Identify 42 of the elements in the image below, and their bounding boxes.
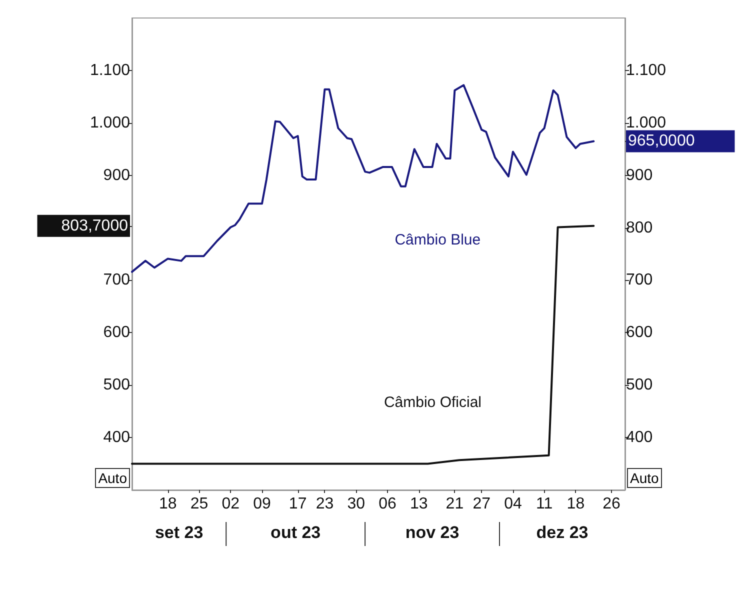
x-tick-label: 23	[316, 496, 334, 512]
text: set 23	[154, 523, 204, 542]
x-tick-label: 18	[158, 496, 177, 512]
y-tick-label: 1.000	[90, 114, 130, 132]
x-tick-label: 02	[222, 496, 240, 512]
text: Câmbio Blue	[394, 231, 481, 248]
text: dez 23	[536, 523, 588, 542]
y2-tick-label: 1.000	[626, 114, 666, 132]
x-tick-label: 04	[504, 496, 522, 512]
y2-tick-label: 965,0000	[628, 132, 695, 150]
x-tick-label: 26	[602, 496, 621, 512]
x-tick-label: 30	[347, 496, 366, 512]
y-tick-label: 600	[103, 324, 130, 342]
y2-tick-label: 800	[626, 219, 653, 236]
y2-tick-label: 400	[626, 429, 653, 446]
x-tick-label: 18	[566, 496, 585, 512]
y-tick-label: 400	[103, 429, 130, 446]
x-tick-label: 27	[472, 496, 491, 512]
y-tick-label: 1.100	[90, 62, 130, 79]
x-tick-label: 25	[190, 496, 208, 512]
line-series	[131, 224, 595, 465]
y2-tick-label: 500	[626, 376, 653, 394]
y2-tick-label: 900	[626, 166, 653, 184]
text: out 23	[270, 523, 321, 542]
y-tick-label: 700	[103, 272, 130, 289]
auto-button[interactable]: Auto	[627, 468, 662, 488]
x-tick-label: 06	[378, 496, 396, 512]
x-tick-label: 17	[288, 496, 307, 512]
x-tick-label: 11	[536, 496, 553, 512]
y-tick-label: 500	[103, 376, 130, 394]
y2-tick-label: 600	[626, 324, 653, 342]
x-tick-label: 13	[410, 496, 428, 512]
y2-tick-label: 1.100	[626, 62, 666, 79]
x-tick-label: 09	[253, 496, 271, 512]
y-tick-label: 803,7000	[61, 217, 128, 234]
line-series	[131, 84, 595, 273]
y2-tick-label: 700	[626, 272, 653, 289]
y-tick-label: 900	[103, 166, 130, 184]
auto-button[interactable]: Auto	[95, 468, 130, 488]
text: nov 23	[405, 523, 460, 542]
x-tick-label: 21	[446, 496, 464, 512]
text: Câmbio Oficial	[384, 394, 482, 412]
